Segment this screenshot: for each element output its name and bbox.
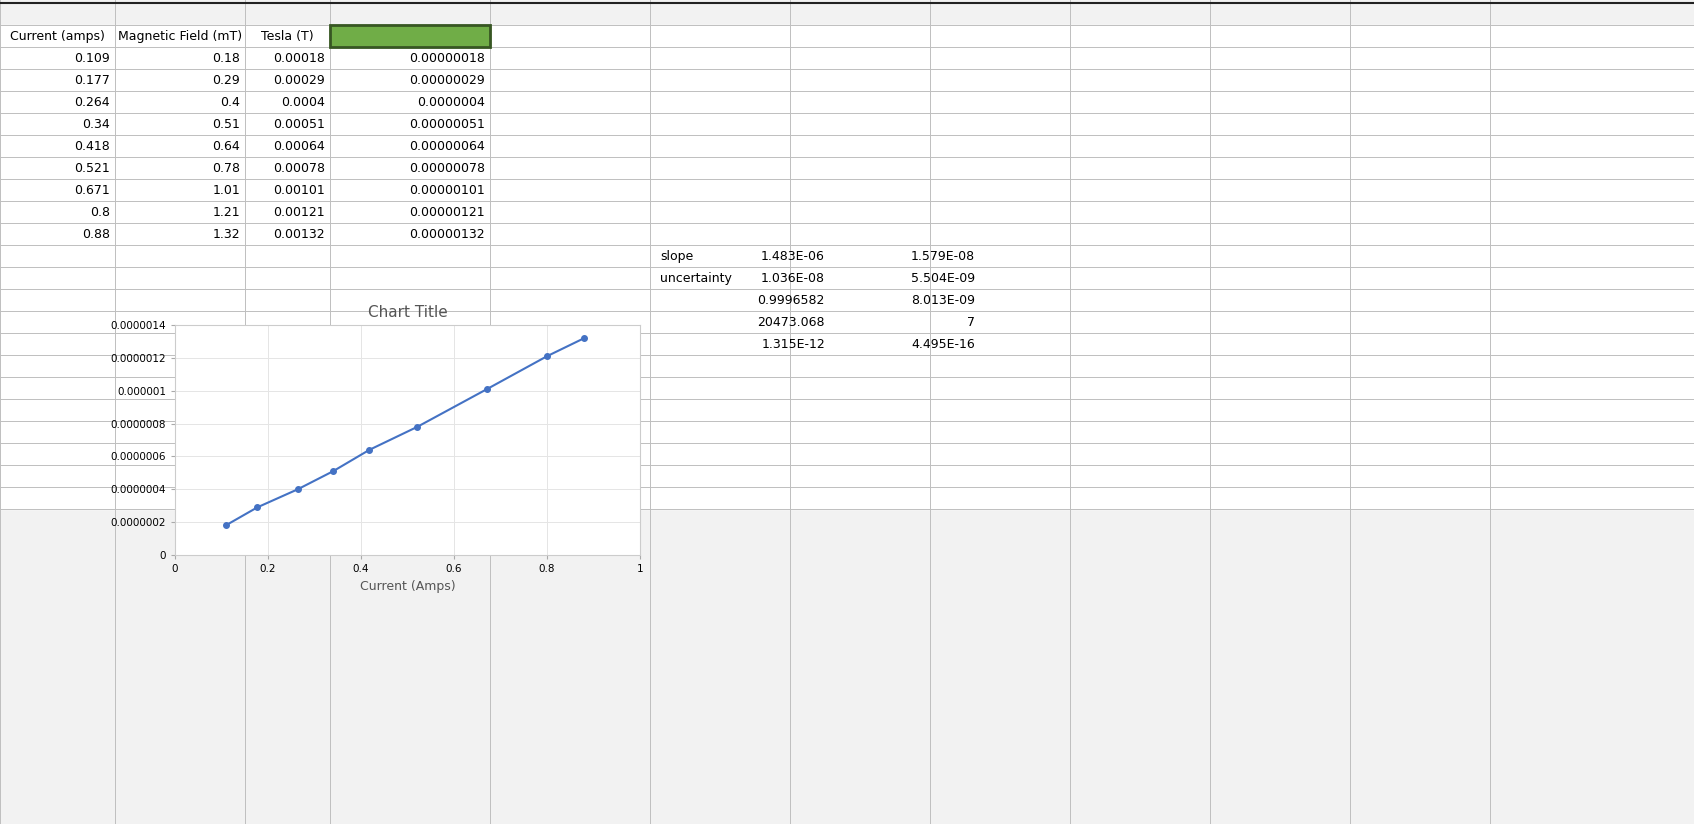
Text: uncertainty: uncertainty bbox=[661, 271, 732, 284]
Text: 1.32: 1.32 bbox=[212, 227, 241, 241]
Text: 0.00132: 0.00132 bbox=[273, 227, 325, 241]
Bar bbox=[0, 245, 1694, 267]
Text: 0.00101: 0.00101 bbox=[273, 184, 325, 196]
Text: 1.036E-08: 1.036E-08 bbox=[761, 271, 825, 284]
Text: Current (amps): Current (amps) bbox=[10, 30, 105, 43]
Text: 1.21: 1.21 bbox=[212, 205, 241, 218]
Text: 0.0004: 0.0004 bbox=[281, 96, 325, 109]
Text: 0.0000004: 0.0000004 bbox=[417, 96, 484, 109]
Text: 1.315E-12: 1.315E-12 bbox=[761, 338, 825, 350]
Text: 0.4: 0.4 bbox=[220, 96, 241, 109]
Bar bbox=[0, 399, 1694, 421]
Title: Chart Title: Chart Title bbox=[368, 305, 447, 320]
Text: 0.78: 0.78 bbox=[212, 162, 241, 175]
Bar bbox=[0, 25, 1694, 47]
Text: 0.00000029: 0.00000029 bbox=[410, 73, 484, 87]
Text: 0.00000101: 0.00000101 bbox=[410, 184, 484, 196]
Text: 0.00000064: 0.00000064 bbox=[410, 139, 484, 152]
Text: slope: slope bbox=[661, 250, 693, 263]
Bar bbox=[0, 333, 1694, 355]
Text: 1.483E-06: 1.483E-06 bbox=[761, 250, 825, 263]
Text: 0.00051: 0.00051 bbox=[273, 118, 325, 130]
Text: 0.00000018: 0.00000018 bbox=[410, 52, 484, 64]
Text: 0.18: 0.18 bbox=[212, 52, 241, 64]
Bar bbox=[0, 47, 1694, 69]
Bar bbox=[0, 113, 1694, 135]
Text: 0.109: 0.109 bbox=[75, 52, 110, 64]
Text: 0.8: 0.8 bbox=[90, 205, 110, 218]
Text: 0.00078: 0.00078 bbox=[273, 162, 325, 175]
Bar bbox=[0, 267, 1694, 289]
Text: 0.418: 0.418 bbox=[75, 139, 110, 152]
Text: 0.64: 0.64 bbox=[212, 139, 241, 152]
Text: 0.9996582: 0.9996582 bbox=[757, 293, 825, 307]
Text: 7: 7 bbox=[967, 316, 976, 329]
X-axis label: Current (Amps): Current (Amps) bbox=[359, 579, 456, 592]
Text: 0.00121: 0.00121 bbox=[273, 205, 325, 218]
Text: 5.504E-09: 5.504E-09 bbox=[911, 271, 976, 284]
Bar bbox=[0, 69, 1694, 91]
Bar bbox=[0, 465, 1694, 487]
Text: 0.34: 0.34 bbox=[83, 118, 110, 130]
Bar bbox=[0, 223, 1694, 245]
Bar bbox=[0, 421, 1694, 443]
Bar bbox=[0, 377, 1694, 399]
Text: 0.29: 0.29 bbox=[212, 73, 241, 87]
Text: 0.521: 0.521 bbox=[75, 162, 110, 175]
Text: 0.00064: 0.00064 bbox=[273, 139, 325, 152]
Bar bbox=[0, 91, 1694, 113]
Text: 0.00000078: 0.00000078 bbox=[408, 162, 484, 175]
Text: 4.495E-16: 4.495E-16 bbox=[911, 338, 976, 350]
Text: 0.177: 0.177 bbox=[75, 73, 110, 87]
Bar bbox=[0, 157, 1694, 179]
Bar bbox=[330, 25, 490, 47]
Text: 0.00029: 0.00029 bbox=[273, 73, 325, 87]
Bar bbox=[0, 487, 1694, 509]
Bar bbox=[0, 289, 1694, 311]
Bar bbox=[0, 311, 1694, 333]
Text: 20473.068: 20473.068 bbox=[757, 316, 825, 329]
Text: 0.264: 0.264 bbox=[75, 96, 110, 109]
Bar bbox=[330, 25, 490, 47]
Bar bbox=[0, 201, 1694, 223]
Text: 0.00000051: 0.00000051 bbox=[410, 118, 484, 130]
Bar bbox=[0, 135, 1694, 157]
Bar bbox=[0, 443, 1694, 465]
Text: 8.013E-09: 8.013E-09 bbox=[911, 293, 976, 307]
Text: 0.00018: 0.00018 bbox=[273, 52, 325, 64]
Bar bbox=[0, 355, 1694, 377]
Text: 0.671: 0.671 bbox=[75, 184, 110, 196]
Text: 0.00000121: 0.00000121 bbox=[410, 205, 484, 218]
Text: 1.579E-08: 1.579E-08 bbox=[911, 250, 976, 263]
Text: 0.88: 0.88 bbox=[81, 227, 110, 241]
Text: 0.00000132: 0.00000132 bbox=[410, 227, 484, 241]
Bar bbox=[0, 179, 1694, 201]
Text: 1.01: 1.01 bbox=[212, 184, 241, 196]
Text: 0.51: 0.51 bbox=[212, 118, 241, 130]
Text: Magnetic Field (mT): Magnetic Field (mT) bbox=[119, 30, 242, 43]
Text: Tesla (T): Tesla (T) bbox=[261, 30, 313, 43]
